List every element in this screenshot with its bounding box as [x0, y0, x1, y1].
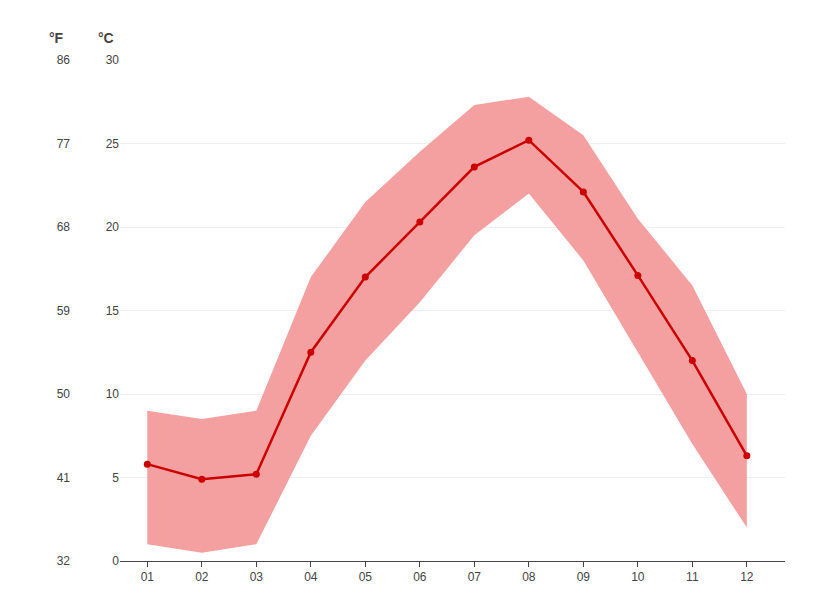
svg-text:01: 01: [141, 570, 155, 584]
svg-text:°C: °C: [98, 30, 114, 46]
svg-text:11: 11: [686, 570, 699, 584]
svg-text:86: 86: [57, 53, 71, 67]
svg-text:10: 10: [106, 387, 120, 401]
svg-text:68: 68: [57, 220, 71, 234]
svg-text:32: 32: [57, 554, 71, 568]
svg-text:08: 08: [522, 570, 536, 584]
svg-text:50: 50: [57, 387, 71, 401]
svg-text:04: 04: [304, 570, 318, 584]
svg-text:30: 30: [106, 53, 120, 67]
svg-text:09: 09: [577, 570, 591, 584]
svg-text:°F: °F: [49, 30, 64, 46]
svg-text:25: 25: [106, 137, 120, 151]
svg-text:05: 05: [359, 570, 373, 584]
svg-text:12: 12: [740, 570, 754, 584]
svg-text:15: 15: [106, 304, 120, 318]
svg-text:10: 10: [631, 570, 645, 584]
svg-text:03: 03: [250, 570, 264, 584]
svg-text:06: 06: [413, 570, 427, 584]
svg-text:77: 77: [57, 137, 71, 151]
svg-text:20: 20: [106, 220, 120, 234]
svg-text:41: 41: [57, 471, 71, 485]
svg-text:02: 02: [195, 570, 209, 584]
svg-text:5: 5: [112, 471, 119, 485]
svg-text:07: 07: [468, 570, 482, 584]
svg-text:59: 59: [57, 304, 71, 318]
svg-text:0: 0: [112, 554, 119, 568]
